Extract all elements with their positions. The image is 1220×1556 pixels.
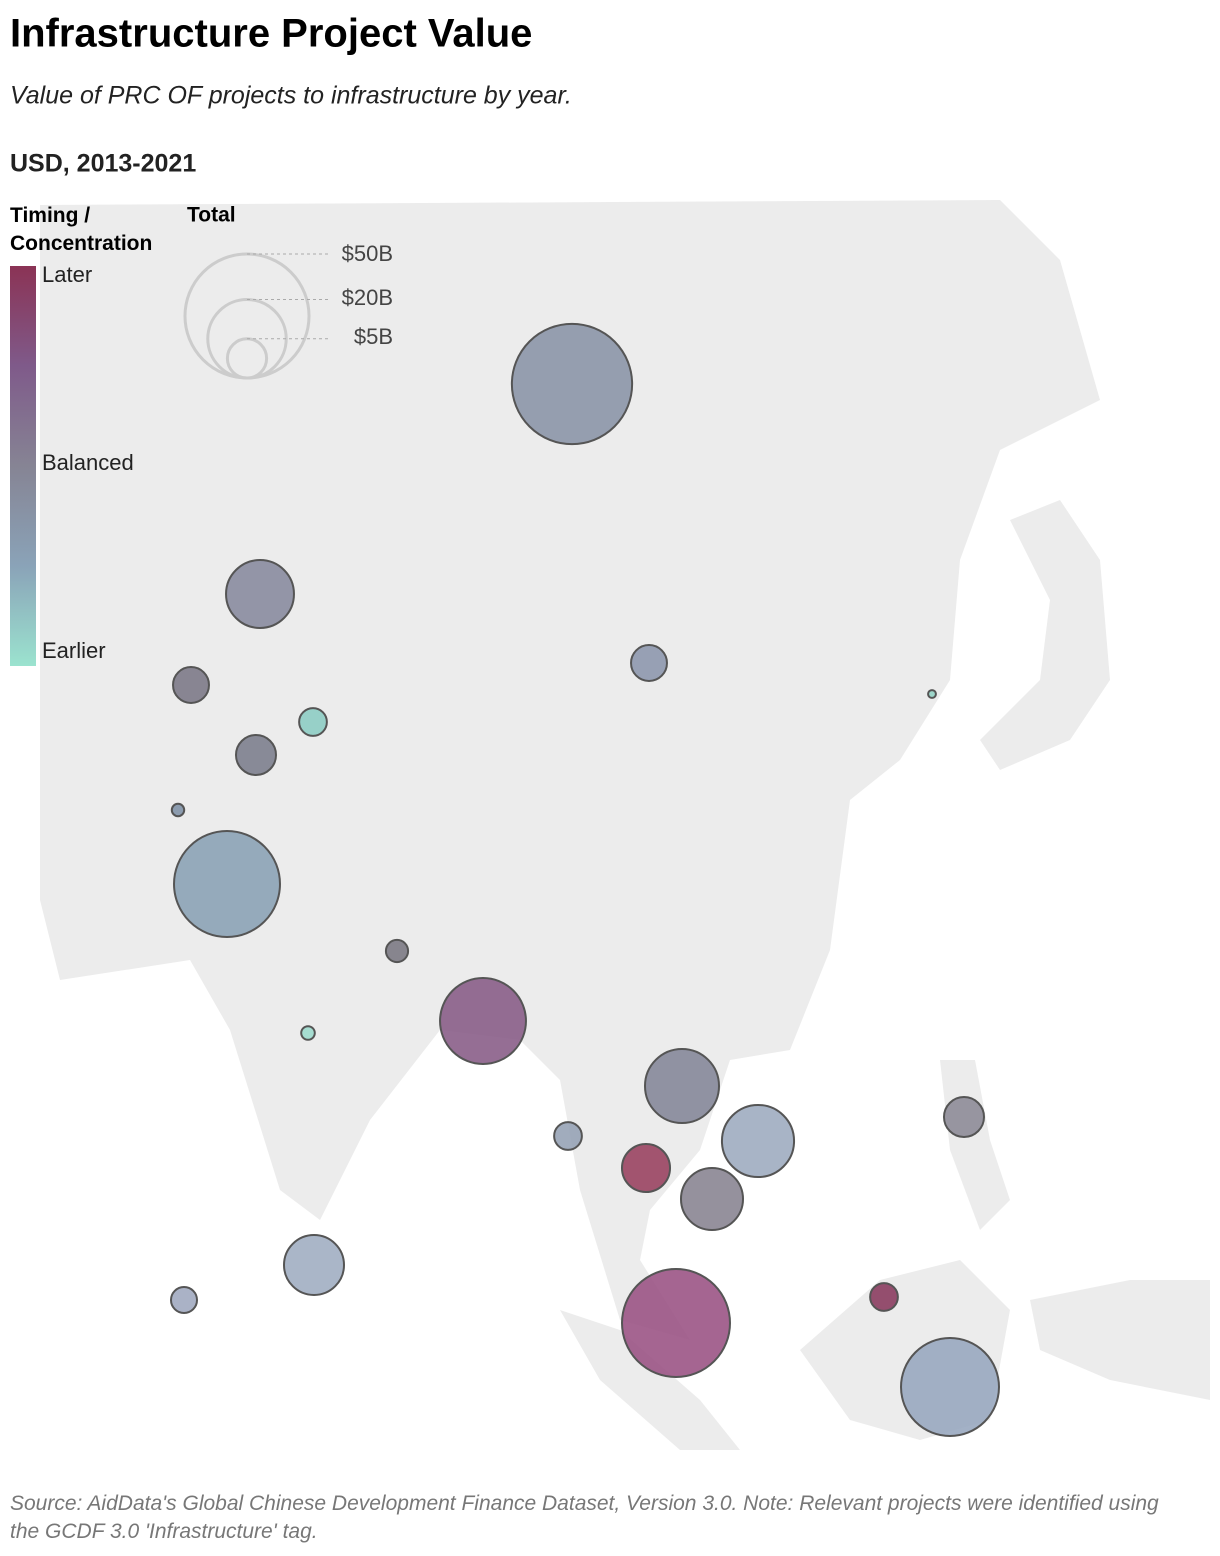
land: [980, 500, 1110, 770]
size-legend-title: Total: [187, 204, 236, 227]
bubble: [679, 1166, 745, 1232]
size-legend-label: $20B: [342, 285, 393, 310]
bubble: [621, 1268, 731, 1378]
land: [1030, 1280, 1210, 1400]
bubble: [169, 1285, 199, 1315]
bubble: [620, 1142, 672, 1194]
size-legend-label: $50B: [342, 241, 393, 266]
color-legend-label: Later: [42, 262, 92, 287]
bubble: [643, 1047, 721, 1125]
bubble: [173, 830, 281, 938]
bubble: [553, 1121, 583, 1151]
land: [40, 200, 1100, 1340]
color-legend-label: Balanced: [42, 450, 134, 475]
bubble: [172, 666, 210, 704]
bubble: [300, 1025, 316, 1041]
bubble: [225, 559, 295, 629]
bubble: [170, 802, 186, 818]
bubble: [298, 707, 328, 737]
bubble: [510, 322, 634, 446]
bubble: [283, 1234, 345, 1296]
bubble: [900, 1337, 1000, 1437]
bubble: [720, 1103, 796, 1179]
bubble: [235, 734, 277, 776]
bubble: [943, 1096, 985, 1138]
land: [940, 1060, 1010, 1230]
bubble: [439, 977, 527, 1065]
size-legend-label: $5B: [354, 324, 393, 349]
land: [560, 1310, 740, 1450]
color-scale: [10, 266, 36, 666]
unit-label: USD, 2013-2021: [10, 150, 196, 178]
color-legend-label: Earlier: [42, 638, 106, 663]
color-legend-title: Timing / Concentration: [10, 204, 152, 255]
source: Source: AidData's Global Chinese Develop…: [10, 1492, 1159, 1543]
bubble: [869, 1282, 899, 1312]
bubble: [630, 644, 668, 682]
title: Infrastructure Project Value: [10, 12, 532, 56]
bubble: [927, 689, 937, 699]
bubble: [384, 938, 410, 964]
subtitle: Value of PRC OF projects to infrastructu…: [10, 82, 572, 110]
